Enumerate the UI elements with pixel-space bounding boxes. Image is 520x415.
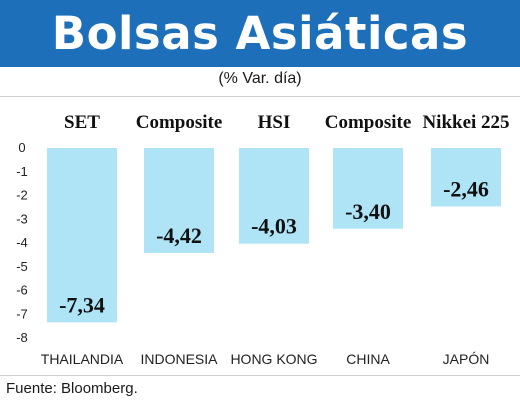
index-name-label: SET xyxy=(64,112,100,133)
bar xyxy=(431,148,501,207)
data-label: -7,34 xyxy=(59,292,105,317)
y-tick-label: -2 xyxy=(16,188,28,203)
y-tick-label: -5 xyxy=(16,259,28,274)
index-name-label: Composite xyxy=(136,112,223,133)
chart-subtitle: (% Var. día) xyxy=(218,70,302,87)
data-label: -4,03 xyxy=(251,214,297,239)
bar xyxy=(144,148,214,253)
y-tick-label: -6 xyxy=(16,283,28,298)
title-banner xyxy=(0,0,520,67)
y-tick-label: -8 xyxy=(16,330,28,345)
category-label: INDONESIA xyxy=(140,351,218,367)
y-tick-label: -4 xyxy=(16,235,28,250)
bar xyxy=(47,148,117,323)
chart-title: Bolsas Asiáticas xyxy=(51,7,469,60)
bar xyxy=(239,148,309,244)
plot-frame xyxy=(0,96,520,376)
data-label: -2,46 xyxy=(443,176,489,201)
y-tick-label: -3 xyxy=(16,211,28,226)
category-label: JAPÓN xyxy=(443,351,490,367)
y-tick-label: -1 xyxy=(16,164,28,179)
index-name-label: Composite xyxy=(325,112,412,133)
category-label: CHINA xyxy=(346,351,390,367)
data-label: -4,42 xyxy=(156,223,202,248)
data-label: -3,40 xyxy=(345,199,391,224)
index-name-label: Nikkei 225 xyxy=(422,112,509,133)
y-tick-label: -7 xyxy=(16,306,28,321)
y-tick-label: 0 xyxy=(18,140,25,155)
category-label: HONG KONG xyxy=(230,351,317,367)
bar xyxy=(333,148,403,229)
source-note: Fuente: Bloomberg. xyxy=(6,380,138,397)
index-name-label: HSI xyxy=(258,112,291,133)
category-label: THAILANDIA xyxy=(41,351,124,367)
